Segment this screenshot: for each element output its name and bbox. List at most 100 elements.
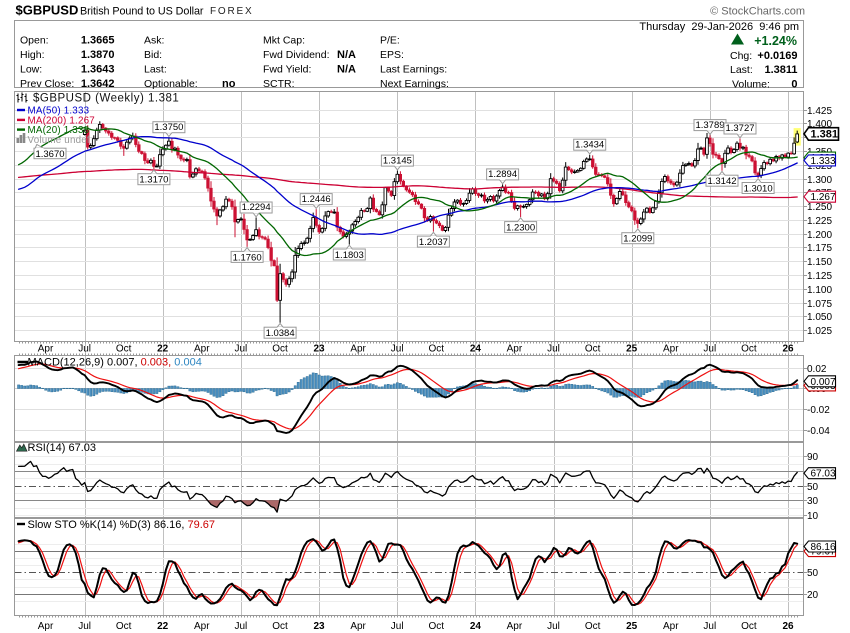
svg-text:+1.24%: +1.24% [754, 34, 797, 48]
svg-text:1.050: 1.050 [807, 312, 832, 323]
svg-text:1.267: 1.267 [811, 192, 836, 203]
svg-text:23: 23 [313, 621, 325, 632]
svg-text:Fwd Dividend:: Fwd Dividend: [263, 49, 330, 61]
svg-text:1.2446: 1.2446 [302, 194, 331, 205]
svg-text:1.3434: 1.3434 [575, 139, 604, 150]
svg-text:1.150: 1.150 [807, 257, 832, 268]
svg-text:Thursday 29-Jan-2026 9:46 pm: Thursday 29-Jan-2026 9:46 pm [639, 21, 799, 33]
svg-text:1.3010: 1.3010 [744, 184, 773, 195]
svg-text:High:: High: [20, 49, 45, 61]
svg-text:1.225: 1.225 [807, 216, 832, 227]
svg-text:Apr: Apr [38, 621, 54, 632]
svg-text:Apr: Apr [507, 621, 523, 632]
svg-text:1.2037: 1.2037 [419, 237, 448, 248]
svg-text:1.3142: 1.3142 [707, 176, 736, 187]
svg-text:23: 23 [313, 344, 325, 355]
svg-text:Oct: Oct [741, 344, 757, 355]
svg-text:10: 10 [807, 511, 819, 522]
svg-text:Oct: Oct [585, 344, 601, 355]
svg-text:1.3145: 1.3145 [383, 155, 412, 166]
svg-text:1.3170: 1.3170 [139, 175, 168, 186]
svg-text:P/E:: P/E: [380, 35, 400, 47]
svg-text:26: 26 [782, 344, 794, 355]
svg-text:0.02: 0.02 [807, 364, 827, 375]
svg-text:25: 25 [626, 344, 638, 355]
svg-text:Oct: Oct [585, 621, 601, 632]
svg-text:Mkt Cap:: Mkt Cap: [263, 35, 305, 47]
svg-text:MA(20) 1.338: MA(20) 1.338 [28, 125, 90, 136]
svg-text:FOREX: FOREX [210, 6, 253, 17]
svg-text:British Pound to US Dollar: British Pound to US Dollar [80, 6, 204, 18]
svg-text:Prev Close:: Prev Close: [20, 78, 74, 90]
svg-text:1.381: 1.381 [811, 128, 839, 140]
svg-text:Oct: Oct [429, 344, 445, 355]
svg-text:1.3670: 1.3670 [35, 149, 64, 160]
svg-text:1.3789: 1.3789 [695, 120, 724, 131]
svg-text:EPS:: EPS: [380, 49, 404, 61]
svg-text:26: 26 [782, 621, 794, 632]
svg-text:Oct: Oct [272, 621, 288, 632]
svg-text:1.025: 1.025 [807, 326, 832, 337]
svg-text:Jul: Jul [235, 621, 248, 632]
svg-text:50: 50 [807, 482, 819, 493]
svg-text:Last:: Last: [730, 64, 753, 76]
svg-text:Jul: Jul [78, 344, 91, 355]
svg-text:1.250: 1.250 [807, 202, 832, 213]
svg-text:Fwd Yield:: Fwd Yield: [263, 64, 311, 76]
svg-text:Jul: Jul [391, 344, 404, 355]
svg-text:Apr: Apr [350, 344, 366, 355]
svg-text:Jul: Jul [78, 621, 91, 632]
svg-text:1.333: 1.333 [811, 156, 836, 167]
svg-text:Last:: Last: [144, 64, 167, 76]
svg-text:$GBPUSD: $GBPUSD [16, 3, 79, 18]
svg-text:90: 90 [807, 452, 819, 463]
svg-text:1.175: 1.175 [807, 243, 832, 254]
svg-text:Oct: Oct [272, 344, 288, 355]
svg-text:Optionable:: Optionable: [144, 78, 198, 90]
svg-text:1.3642: 1.3642 [81, 78, 115, 90]
svg-text:Open:: Open: [20, 35, 49, 47]
svg-text:Volume undef: Volume undef [28, 135, 90, 146]
svg-text:1.1803: 1.1803 [335, 250, 364, 261]
svg-text:Apr: Apr [350, 621, 366, 632]
svg-text:22: 22 [157, 621, 169, 632]
svg-text:Jul: Jul [547, 344, 560, 355]
svg-text:24: 24 [470, 621, 482, 632]
svg-text:Volume:: Volume: [732, 79, 770, 91]
svg-text:1.300: 1.300 [807, 175, 832, 186]
svg-text:Oct: Oct [741, 621, 757, 632]
svg-text:1.2294: 1.2294 [242, 202, 271, 213]
svg-text:Apr: Apr [507, 344, 523, 355]
svg-text:Last Earnings:: Last Earnings: [380, 64, 447, 76]
svg-text:25: 25 [626, 621, 638, 632]
svg-text:Jul: Jul [703, 621, 716, 632]
svg-text:50: 50 [807, 568, 819, 579]
svg-text:MACD(12,26,9) 0.007, 0.003, 0.: MACD(12,26,9) 0.007, 0.003, 0.004 [28, 357, 202, 369]
svg-text:86.16: 86.16 [811, 542, 836, 553]
svg-text:Jul: Jul [391, 621, 404, 632]
svg-text:1.2099: 1.2099 [623, 234, 652, 245]
svg-text:-0.02: -0.02 [807, 405, 830, 416]
svg-text:Low:: Low: [20, 64, 42, 76]
svg-text:© StockCharts.com: © StockCharts.com [710, 6, 805, 18]
svg-text:22: 22 [157, 344, 169, 355]
svg-text:30: 30 [807, 496, 819, 507]
svg-text:1.0384: 1.0384 [266, 328, 295, 339]
svg-text:1.2300: 1.2300 [506, 223, 535, 234]
svg-text:Oct: Oct [116, 621, 132, 632]
svg-text:Oct: Oct [429, 621, 445, 632]
svg-text:Apr: Apr [38, 344, 54, 355]
svg-text:Oct: Oct [116, 344, 132, 355]
svg-text:24: 24 [470, 344, 482, 355]
svg-text:1.425: 1.425 [807, 106, 832, 117]
svg-text:RSI(14) 67.03: RSI(14) 67.03 [28, 442, 96, 454]
svg-text:1.075: 1.075 [807, 299, 832, 310]
svg-text:1.3665: 1.3665 [81, 35, 115, 47]
svg-text:1.3870: 1.3870 [81, 49, 115, 61]
svg-text:20: 20 [807, 590, 819, 601]
svg-text:Jul: Jul [703, 344, 716, 355]
svg-text:1.125: 1.125 [807, 271, 832, 282]
svg-text:1.3811: 1.3811 [764, 64, 797, 76]
svg-text:Jul: Jul [547, 621, 560, 632]
svg-text:Bid:: Bid: [144, 49, 162, 61]
